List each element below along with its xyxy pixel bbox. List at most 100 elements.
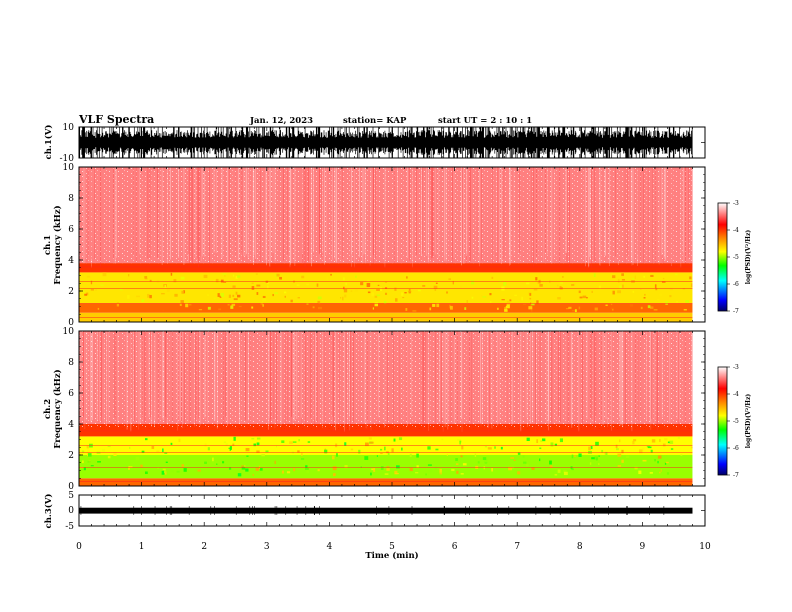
spectral-patch [251, 286, 255, 290]
spectral-patch [494, 446, 496, 449]
spectral-patch [432, 303, 436, 307]
spectral-patch [344, 442, 347, 446]
y-tick-label: 2 [68, 451, 74, 461]
spectral-patch [235, 291, 238, 295]
spectral-patch [617, 290, 621, 294]
spectral-patch [563, 471, 568, 476]
ch1-ylabel: ch.1(V) [43, 125, 54, 160]
spectral-patch [619, 439, 621, 443]
spectral-patch [141, 450, 145, 453]
spectral-patch [223, 441, 227, 444]
spectral-patch [578, 290, 581, 294]
spectral-no-data [692, 167, 705, 322]
spectral-patch [642, 459, 647, 462]
spectral-patch [559, 286, 562, 289]
spectral-patch [435, 282, 438, 284]
spectral-patch [528, 306, 533, 310]
spectral-patch [90, 465, 94, 467]
spectral-patch [471, 296, 474, 299]
chart-title: VLF Spectra [78, 113, 154, 126]
spectral-patch [659, 293, 663, 296]
spectral-patch [504, 309, 508, 312]
spectral-patch [655, 288, 658, 291]
spectral-patch [256, 292, 259, 295]
spectral-patch [149, 279, 152, 282]
spectral-patch [102, 272, 107, 277]
spectral-patch [326, 276, 328, 281]
spectral-patch [666, 472, 670, 475]
spectral-patch [391, 448, 394, 453]
spectral-patch [513, 459, 516, 461]
spectral-patch [612, 290, 615, 295]
spectral-patch [141, 299, 145, 302]
spectral-patch [284, 295, 286, 298]
spectral-patch [433, 285, 438, 289]
spectral-patch [161, 470, 165, 475]
spectral-patch [252, 474, 254, 476]
y-tick-label: 4 [68, 420, 74, 430]
spectral-patch [255, 467, 259, 471]
x-axis-label: Time (min) [365, 550, 418, 561]
spectral-patch [251, 306, 254, 309]
spectral-patch [506, 300, 511, 305]
spectral-patch [650, 306, 654, 309]
spectral-patch [125, 465, 128, 468]
spectral-patch [395, 472, 399, 475]
spectral-patch [591, 290, 593, 294]
spectral-patch [246, 462, 249, 465]
spectral-patch [260, 301, 264, 305]
date-label: Jan. 12, 2023 [249, 116, 313, 126]
y-tick-label: 6 [68, 225, 74, 235]
spectral-patch [557, 297, 561, 300]
spectral-texture [79, 331, 693, 428]
spectral-patch [128, 466, 133, 468]
spectral-patch [594, 307, 598, 311]
colorbar-tick-label: -4 [733, 227, 739, 234]
spectral-patch [197, 469, 201, 472]
x-tick-label: 5 [389, 542, 395, 552]
spectral-patch [427, 446, 431, 450]
spectral-patch [591, 457, 595, 460]
spectral-patch [610, 307, 615, 310]
spectral-patch [640, 306, 643, 310]
colorbar-tick-label: -6 [733, 281, 739, 288]
x-tick-label: 2 [201, 542, 207, 552]
spectral-patch [595, 441, 599, 446]
spectral-patch [301, 452, 303, 456]
spectral-patch [496, 307, 499, 310]
spectral-patch [531, 303, 535, 306]
spectral-patch [215, 278, 219, 283]
spectral-patch [301, 458, 305, 460]
spectral-patch [116, 302, 120, 307]
spectral-patch [632, 440, 635, 445]
spectral-patch [404, 291, 407, 294]
spectral-patch [251, 437, 255, 440]
spectral-patch [593, 273, 596, 277]
spectral-patch [188, 303, 192, 306]
spectral-patch [622, 284, 624, 288]
spectral-patch [204, 461, 207, 464]
spectral-patch [508, 466, 513, 471]
colorbar-tick-label: -7 [733, 472, 739, 479]
spectral-patch [386, 466, 390, 468]
spectral-patch [223, 281, 227, 283]
spectral-patch [107, 445, 111, 448]
spectral-patch [228, 467, 232, 470]
spectral-patch [589, 462, 592, 465]
spectral-patch [119, 288, 123, 291]
spectral-patch [657, 298, 660, 300]
spectral-patch [144, 471, 148, 475]
spectral-patch [408, 290, 412, 293]
spectral-patch [219, 295, 222, 298]
spectral-patch [384, 446, 386, 451]
ch2-colorbar-gradient [717, 366, 728, 476]
spectral-patch [261, 454, 265, 457]
spectral-patch [246, 455, 249, 457]
spectral-patch [86, 292, 89, 296]
ch1-waveform-panel: 10 -10 ch.1(V) [43, 123, 706, 164]
spectral-patch [439, 473, 443, 475]
spectral-patch [535, 277, 538, 281]
spectral-patch [376, 455, 378, 457]
spectral-patch [557, 284, 559, 287]
